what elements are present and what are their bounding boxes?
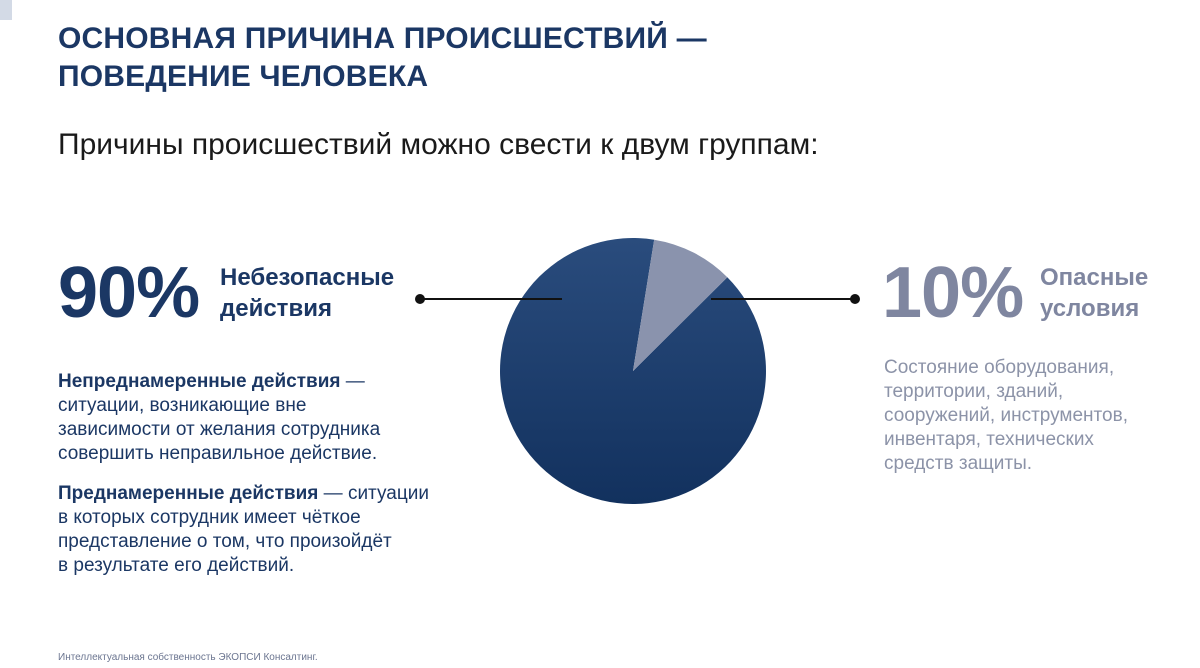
unintended-actions-term: Непреднамеренные действия bbox=[58, 371, 341, 392]
slide-title-line-1: ОСНОВНАЯ ПРИЧИНА ПРОИСШЕСТВИЙ — bbox=[58, 22, 707, 55]
hazardous-conditions-description: Состояние оборудования, территории, здан… bbox=[884, 356, 1128, 476]
hazardous-conditions-percent: 10% bbox=[882, 253, 1024, 333]
intended-actions-term: Преднамеренные действия bbox=[58, 483, 319, 504]
pie-slice-hazardous-conditions bbox=[633, 239, 728, 371]
unintended-actions-line-2: зависимости от желания сотрудника bbox=[58, 419, 381, 440]
hazardous-conditions-label-line-2: условия bbox=[1040, 295, 1140, 322]
hazardous-conditions-line-2: территории, зданий, bbox=[884, 381, 1064, 402]
hazardous-conditions-line-5: средств защиты. bbox=[884, 453, 1033, 474]
slide-title: ОСНОВНАЯ ПРИЧИНА ПРОИСШЕСТВИЙ — ПОВЕДЕНИ… bbox=[58, 20, 707, 96]
intended-actions-rest: — ситуации bbox=[318, 483, 429, 504]
intended-actions-heading: Преднамеренные действия — ситуации bbox=[58, 482, 429, 506]
unsafe-actions-label: Небезопасные действия bbox=[220, 262, 394, 324]
unsafe-actions-label-line-2: действия bbox=[220, 295, 332, 322]
hazardous-conditions-line-1: Состояние оборудования, bbox=[884, 357, 1115, 378]
hazardous-conditions-label: Опасные условия bbox=[1040, 262, 1148, 324]
slide-subtitle: Причины происшествий можно свести к двум… bbox=[58, 128, 819, 161]
hazardous-conditions-line-4: инвентаря, технических bbox=[884, 429, 1094, 450]
unintended-actions-heading: Непреднамеренные действия — bbox=[58, 370, 380, 394]
pie-slices bbox=[500, 238, 767, 504]
unintended-actions-line-3: совершить неправильное действие. bbox=[58, 443, 378, 464]
intended-actions-line-2: представление о том, что произойдёт bbox=[58, 531, 392, 552]
intended-actions-line-3: в результате его действий. bbox=[58, 555, 295, 576]
left-connector-dot bbox=[415, 294, 425, 304]
unsafe-actions-label-line-1: Небезопасные bbox=[220, 264, 395, 291]
corner-decoration bbox=[0, 0, 12, 20]
slide-title-line-2: ПОВЕДЕНИЕ ЧЕЛОВЕКА bbox=[58, 60, 429, 93]
unintended-actions-dash: — bbox=[340, 371, 365, 392]
unsafe-actions-percent: 90% bbox=[58, 253, 200, 333]
hazardous-conditions-label-line-1: Опасные bbox=[1040, 264, 1149, 291]
unintended-actions-line-1: ситуации, возникающие вне bbox=[58, 395, 307, 416]
right-connector-dot bbox=[850, 294, 860, 304]
intended-actions-line-1: в которых сотрудник имеет чёткое bbox=[58, 507, 361, 528]
unintended-actions-description: Непреднамеренные действия — ситуации, во… bbox=[58, 370, 380, 466]
hazardous-conditions-line-3: сооружений, инструментов, bbox=[884, 405, 1128, 426]
intended-actions-description: Преднамеренные действия — ситуации в кот… bbox=[58, 482, 429, 578]
footer-copyright: Интеллектуальная собственность ЭКОПСИ Ко… bbox=[58, 652, 318, 663]
